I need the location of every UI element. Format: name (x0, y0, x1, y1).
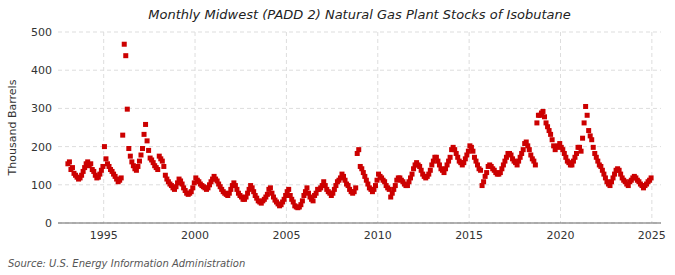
grid-line-x (560, 32, 561, 223)
y-tick-label: 0 (45, 217, 52, 230)
point (534, 120, 539, 125)
point (126, 146, 131, 151)
x-tick-label: 2000 (181, 229, 209, 242)
point (540, 109, 545, 114)
source-note: Source: U.S. Energy Information Administ… (8, 258, 245, 269)
point (533, 162, 538, 167)
point (649, 175, 654, 180)
x-tick-label: 2005 (272, 229, 300, 242)
point (160, 159, 165, 164)
point (574, 151, 579, 156)
grid-line-y (58, 184, 661, 185)
point (125, 107, 130, 112)
point (137, 159, 142, 164)
point (265, 192, 270, 197)
y-tick-label: 400 (31, 64, 52, 77)
point (585, 113, 590, 118)
point (580, 136, 585, 141)
point (138, 153, 143, 158)
x-tick-label: 2010 (364, 229, 392, 242)
grid-line-y (58, 32, 661, 33)
point (393, 183, 398, 188)
grid-line-y (58, 108, 661, 109)
point (428, 168, 433, 173)
point (67, 159, 72, 164)
point (470, 149, 475, 154)
title: Monthly Midwest (PADD 2) Natural Gas Pla… (148, 7, 571, 22)
point (582, 120, 587, 125)
y-tick-label: 500 (31, 26, 52, 39)
y-tick-label: 100 (31, 179, 52, 192)
grid-line-x (651, 32, 652, 223)
x-tick-label: 2015 (455, 229, 483, 242)
point (527, 147, 532, 152)
point (478, 168, 483, 173)
points (65, 42, 653, 210)
point (448, 155, 453, 160)
point (88, 161, 93, 166)
point (550, 137, 555, 142)
point (373, 183, 378, 188)
x-axis-line (58, 223, 661, 224)
point (122, 42, 127, 47)
x-tick-label: 2020 (547, 229, 575, 242)
point (410, 172, 415, 177)
point (142, 132, 147, 137)
point (300, 198, 305, 203)
y-tick-label: 200 (31, 141, 52, 154)
point (161, 164, 166, 169)
point (586, 128, 591, 133)
grid-line-y (58, 223, 661, 224)
point (100, 164, 105, 169)
background (0, 0, 675, 275)
point (583, 104, 588, 109)
x-tick-label: 1995 (90, 229, 118, 242)
point (120, 133, 125, 138)
point (123, 53, 128, 58)
point (135, 164, 140, 169)
tick-labels: 0 100 200 300 400 500 1995 2000 2005 2010 2015 2020… (31, 26, 666, 242)
grid-line-y (58, 146, 661, 147)
grid-line-x (103, 32, 104, 223)
grid-line-y (58, 70, 661, 71)
point (119, 175, 124, 180)
point (268, 185, 273, 190)
grid-line-x (469, 32, 470, 223)
point (548, 132, 553, 137)
point (146, 148, 151, 153)
grid (58, 32, 661, 223)
point (145, 138, 150, 143)
point (286, 187, 291, 192)
point (103, 156, 108, 161)
point (311, 198, 316, 203)
grid-line-x (195, 32, 196, 223)
point (591, 145, 596, 150)
x-tick-label: 2025 (638, 229, 666, 242)
point (128, 154, 133, 159)
point (579, 149, 584, 154)
y-axis-label: Thousand Barrels (6, 79, 19, 176)
point (143, 122, 148, 127)
point (481, 179, 486, 184)
point (353, 185, 358, 190)
point (521, 147, 526, 152)
y-tick-label: 300 (31, 102, 52, 115)
point (589, 137, 594, 142)
point (70, 165, 75, 170)
point (484, 170, 489, 175)
chart: 0 100 200 300 400 500 1995 2000 2005 2010 2015 2020… (0, 0, 675, 275)
point (140, 146, 145, 151)
point (102, 144, 107, 149)
grid-line-x (377, 32, 378, 223)
point (356, 147, 361, 152)
point (304, 185, 309, 190)
point (155, 167, 160, 172)
point (190, 185, 195, 190)
point (542, 114, 547, 119)
